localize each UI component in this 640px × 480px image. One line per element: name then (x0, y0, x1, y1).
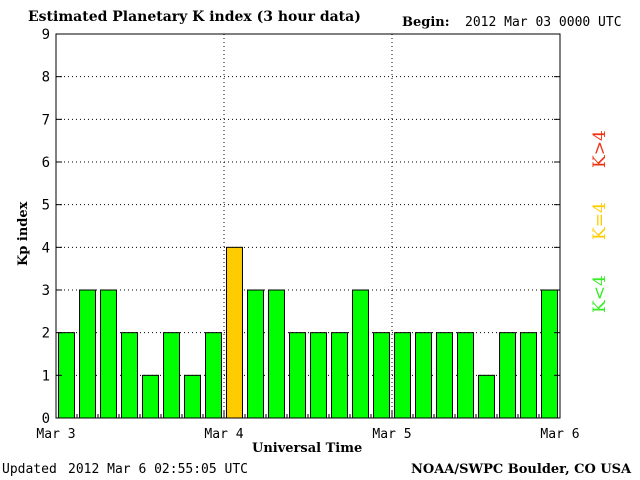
x-tick-label: Mar 4 (204, 427, 243, 442)
kp-bar (499, 332, 516, 419)
kp-bar (79, 289, 96, 419)
kp-bar (520, 332, 537, 419)
updated-value: 2012 Mar 6 02:55:05 UTC (68, 462, 249, 477)
kp-bar (163, 332, 180, 419)
y-tick-label: 1 (42, 368, 50, 384)
chart-title: Estimated Planetary K index (3 hour data… (28, 9, 361, 25)
kp-bar (247, 289, 264, 419)
y-tick-label: 8 (42, 70, 50, 86)
y-tick-label: 7 (42, 112, 50, 128)
begin-value: 2012 Mar 03 0000 UTC (465, 15, 622, 30)
legend-below-4: K<4 (590, 275, 610, 313)
kp-bar (541, 289, 558, 419)
kp-bar (142, 374, 159, 419)
y-tick-label: 2 (42, 326, 50, 342)
y-tick-label: 6 (42, 155, 50, 171)
kp-bar (121, 332, 138, 419)
kp-bar (373, 332, 390, 419)
legend-above-4: K>4 (590, 130, 610, 168)
kp-bar (352, 289, 369, 419)
x-tick-label: Mar 5 (372, 427, 411, 442)
kp-bar (100, 289, 117, 419)
grid-layer (56, 34, 560, 418)
source-credit: NOAA/SWPC Boulder, CO USA (411, 462, 632, 477)
bars-layer (58, 246, 558, 419)
kp-bar (268, 289, 285, 419)
kp-bar (415, 332, 432, 419)
kp-bar (310, 332, 327, 419)
kp-bar (457, 332, 474, 419)
x-tick-label: Mar 3 (36, 427, 75, 442)
begin-label: Begin: (402, 15, 450, 30)
kp-bar (289, 332, 306, 419)
ticks-layer (55, 33, 561, 419)
y-tick-label: 3 (42, 283, 50, 299)
y-axis-label: Kp index (16, 201, 31, 266)
tick-labels-layer: 0 1 2 3 4 5 6 7 8 9 Mar 3 Mar 4 Mar 5 Mar 6 (36, 27, 579, 442)
kp-bar (205, 332, 222, 419)
kp-bar (331, 332, 348, 419)
y-tick-label: 9 (42, 27, 50, 43)
kp-bar (184, 374, 201, 419)
x-tick-label: Mar 6 (540, 427, 579, 442)
kp-bar (226, 246, 243, 419)
y-tick-label: 5 (42, 198, 50, 214)
updated-label: Updated (2, 462, 57, 477)
y-tick-label: 4 (42, 240, 50, 256)
y-tick-label: 0 (42, 411, 50, 427)
kp-bar (436, 332, 453, 419)
x-axis-label: Universal Time (252, 441, 363, 456)
kp-bar (394, 332, 411, 419)
kp-bar (478, 374, 495, 419)
legend-equal-4: K=4 (590, 202, 610, 240)
